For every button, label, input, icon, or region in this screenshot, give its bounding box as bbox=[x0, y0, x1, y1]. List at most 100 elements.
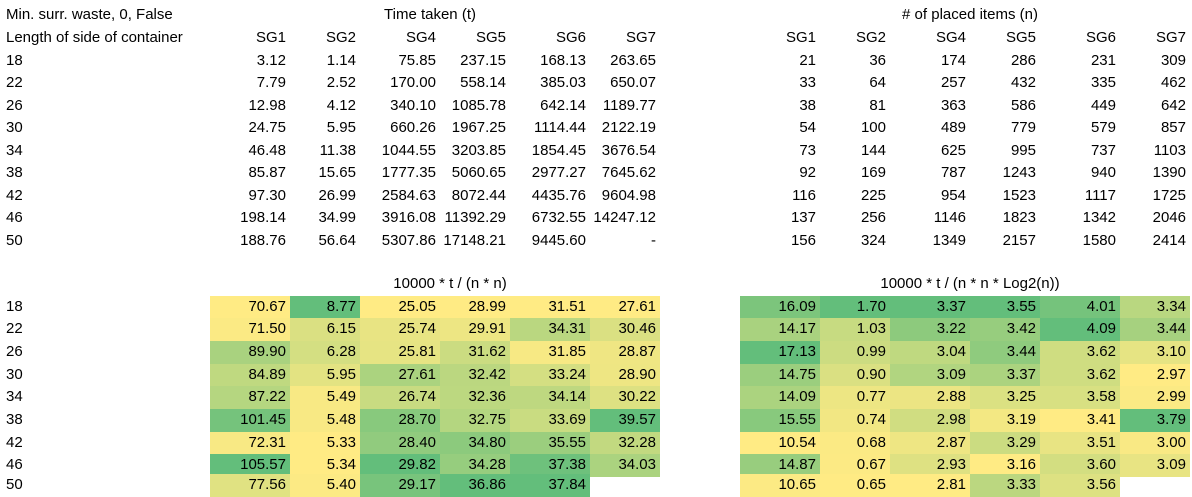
ratio-n2-cell[interactable]: 70.67 bbox=[210, 296, 290, 319]
time-column-header-sg6[interactable]: SG6 bbox=[555, 29, 586, 46]
ratio-n2log-cell[interactable]: 2.81 bbox=[890, 474, 970, 497]
ratio-n2log-cell[interactable]: 3.51 bbox=[1040, 432, 1120, 455]
ratio-n2-cell[interactable]: 31.85 bbox=[510, 341, 590, 364]
ratio-n2log-cell[interactable]: 2.98 bbox=[890, 409, 970, 432]
time-cell[interactable]: 2122.19 bbox=[601, 119, 656, 136]
items-cell[interactable]: 787 bbox=[940, 164, 966, 181]
row-length-label[interactable]: 38 bbox=[6, 164, 23, 181]
items-cell[interactable]: 335 bbox=[1090, 74, 1116, 91]
ratio-n2log-cell[interactable]: 17.13 bbox=[740, 341, 820, 364]
ratio-n2-cell[interactable]: 37.38 bbox=[510, 454, 590, 477]
ratio-n2-cell[interactable]: 33.69 bbox=[510, 409, 590, 432]
time-cell[interactable]: 2584.63 bbox=[381, 187, 436, 204]
time-column-header-sg2[interactable]: SG2 bbox=[325, 29, 356, 46]
items-cell[interactable]: 156 bbox=[790, 232, 816, 249]
items-cell[interactable]: 257 bbox=[940, 74, 966, 91]
ratio-n2-cell[interactable]: 32.36 bbox=[440, 386, 510, 409]
row-length-label[interactable]: 26 bbox=[6, 343, 23, 360]
items-cell[interactable]: 462 bbox=[1160, 74, 1186, 91]
time-cell[interactable]: 4.12 bbox=[326, 97, 356, 114]
time-cell[interactable]: 1967.25 bbox=[451, 119, 506, 136]
ratio-n2-cell[interactable]: 101.45 bbox=[210, 409, 290, 432]
items-cell[interactable]: 100 bbox=[860, 119, 886, 136]
ratio-n2-cell[interactable]: 28.40 bbox=[360, 432, 440, 455]
time-cell[interactable]: 3676.54 bbox=[601, 142, 656, 159]
items-cell[interactable]: 324 bbox=[860, 232, 886, 249]
placed-items-title[interactable]: # of placed items (n) bbox=[902, 6, 1038, 23]
time-cell[interactable]: 8072.44 bbox=[451, 187, 506, 204]
ratio-n2-cell[interactable]: 29.17 bbox=[360, 474, 440, 497]
ratio-n2-cell[interactable]: 28.87 bbox=[590, 341, 660, 364]
ratio-n2-cell[interactable]: 71.50 bbox=[210, 318, 290, 341]
ratio-n2-cell[interactable]: 36.86 bbox=[440, 474, 510, 497]
row-length-label[interactable]: 18 bbox=[6, 298, 23, 315]
time-taken-title[interactable]: Time taken (t) bbox=[384, 6, 476, 23]
ratio-n2log-cell[interactable]: 14.75 bbox=[740, 364, 820, 387]
time-cell[interactable]: 385.03 bbox=[540, 74, 586, 91]
time-cell[interactable]: 263.65 bbox=[610, 52, 656, 69]
items-cell[interactable]: 779 bbox=[1010, 119, 1036, 136]
ratio-n2-cell[interactable]: 34.80 bbox=[440, 432, 510, 455]
time-cell[interactable]: 2.52 bbox=[326, 74, 356, 91]
time-cell[interactable]: 15.65 bbox=[318, 164, 356, 181]
items-cell[interactable]: 36 bbox=[869, 52, 886, 69]
time-cell[interactable]: 46.48 bbox=[248, 142, 286, 159]
items-cell[interactable]: 116 bbox=[792, 187, 816, 204]
ratio-n2log-cell[interactable]: 3.55 bbox=[970, 296, 1040, 319]
ratio-n2log-cell[interactable]: 3.60 bbox=[1040, 454, 1120, 477]
ratio-n2-cell[interactable] bbox=[590, 474, 660, 497]
time-cell[interactable]: - bbox=[651, 232, 656, 249]
time-cell[interactable]: 1085.78 bbox=[451, 97, 506, 114]
ratio-n2-cell[interactable]: 33.24 bbox=[510, 364, 590, 387]
row-length-label[interactable]: 30 bbox=[6, 119, 23, 136]
time-cell[interactable]: 4435.76 bbox=[531, 187, 586, 204]
items-cell[interactable]: 995 bbox=[1010, 142, 1036, 159]
items-cell[interactable]: 2157 bbox=[1002, 232, 1036, 249]
items-cell[interactable]: 1349 bbox=[932, 232, 966, 249]
ratio-n2log-cell[interactable]: 3.37 bbox=[970, 364, 1040, 387]
ratio-n2-cell[interactable]: 89.90 bbox=[210, 341, 290, 364]
row-length-label[interactable]: 38 bbox=[6, 411, 23, 428]
ratio-n2log-cell[interactable]: 4.01 bbox=[1040, 296, 1120, 319]
time-cell[interactable]: 170.00 bbox=[390, 74, 436, 91]
items-cell[interactable]: 579 bbox=[1090, 119, 1116, 136]
time-cell[interactable]: 5307.86 bbox=[381, 232, 436, 249]
time-cell[interactable]: 9604.98 bbox=[601, 187, 656, 204]
row-header-label[interactable]: Length of side of container bbox=[6, 29, 183, 46]
ratio-n2log-cell[interactable]: 3.62 bbox=[1040, 364, 1120, 387]
time-cell[interactable]: 1189.77 bbox=[602, 97, 656, 114]
time-cell[interactable]: 340.10 bbox=[390, 97, 436, 114]
ratio-n2log-cell[interactable]: 3.04 bbox=[890, 341, 970, 364]
items-column-header-sg5[interactable]: SG5 bbox=[1005, 29, 1036, 46]
row-length-label[interactable]: 22 bbox=[6, 74, 23, 91]
ratio-n2log-cell[interactable]: 0.67 bbox=[820, 454, 890, 477]
items-cell[interactable]: 940 bbox=[1090, 164, 1116, 181]
ratio-n2log-cell[interactable]: 1.70 bbox=[820, 296, 890, 319]
ratio-n2log-title[interactable]: 10000 * t / (n * n * Log2(n)) bbox=[880, 275, 1060, 292]
ratio-n2-cell[interactable]: 84.89 bbox=[210, 364, 290, 387]
time-cell[interactable]: 11.38 bbox=[319, 142, 356, 159]
items-cell[interactable]: 1390 bbox=[1152, 164, 1186, 181]
ratio-n2log-cell[interactable]: 16.09 bbox=[740, 296, 820, 319]
ratio-n2-cell[interactable]: 34.03 bbox=[590, 454, 660, 477]
items-cell[interactable]: 1103 bbox=[1153, 142, 1186, 159]
ratio-n2log-cell[interactable]: 2.88 bbox=[890, 386, 970, 409]
ratio-n2-cell[interactable]: 30.22 bbox=[590, 386, 660, 409]
ratio-n2log-cell[interactable]: 3.09 bbox=[1120, 454, 1190, 477]
row-length-label[interactable]: 34 bbox=[6, 388, 23, 405]
ratio-n2-title[interactable]: 10000 * t / (n * n) bbox=[393, 275, 507, 292]
time-cell[interactable]: 1854.45 bbox=[531, 142, 586, 159]
ratio-n2log-cell[interactable]: 3.56 bbox=[1040, 474, 1120, 497]
items-cell[interactable]: 54 bbox=[799, 119, 816, 136]
items-cell[interactable]: 1243 bbox=[1002, 164, 1036, 181]
ratio-n2log-cell[interactable]: 3.37 bbox=[890, 296, 970, 319]
row-length-label[interactable]: 42 bbox=[6, 187, 23, 204]
items-cell[interactable]: 92 bbox=[799, 164, 816, 181]
time-cell[interactable]: 12.98 bbox=[248, 97, 286, 114]
items-cell[interactable]: 225 bbox=[860, 187, 886, 204]
time-cell[interactable]: 1.14 bbox=[326, 52, 356, 69]
time-cell[interactable]: 660.26 bbox=[390, 119, 436, 136]
time-cell[interactable]: 3203.85 bbox=[451, 142, 506, 159]
time-column-header-sg7[interactable]: SG7 bbox=[625, 29, 656, 46]
ratio-n2log-cell[interactable]: 3.44 bbox=[970, 341, 1040, 364]
